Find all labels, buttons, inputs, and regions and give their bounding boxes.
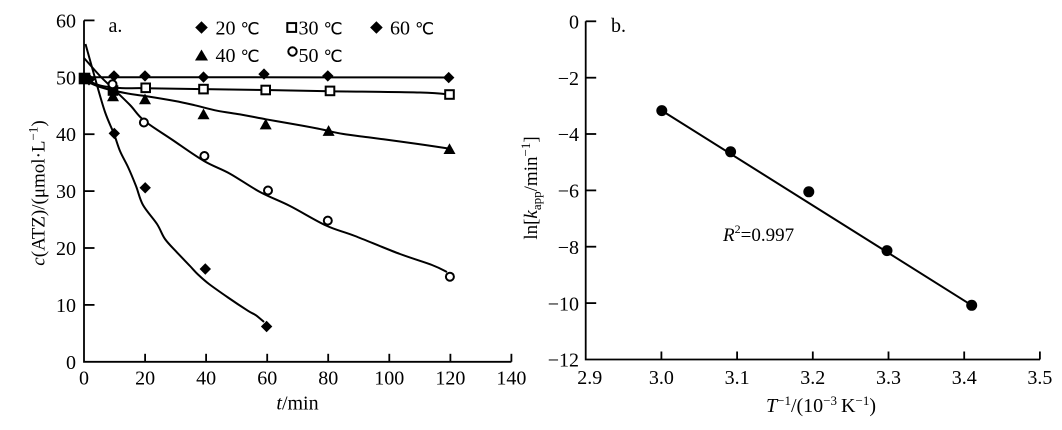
svg-text:3.0: 3.0 <box>649 367 674 389</box>
svg-text:40 ℃: 40 ℃ <box>216 45 260 67</box>
svg-text:30: 30 <box>56 181 76 203</box>
svg-text:80: 80 <box>318 368 338 390</box>
svg-text:30 ℃: 30 ℃ <box>299 17 343 39</box>
svg-text:−2: −2 <box>558 68 579 90</box>
svg-text:T−1/(10−3 K−1): T−1/(10−3 K−1) <box>766 393 876 417</box>
svg-text:0: 0 <box>569 12 579 34</box>
svg-text:40: 40 <box>196 368 216 390</box>
svg-text:2.9: 2.9 <box>577 367 602 389</box>
svg-text:40: 40 <box>56 124 76 146</box>
svg-text:b.: b. <box>611 15 626 37</box>
svg-text:3.4: 3.4 <box>952 367 977 389</box>
svg-text:50: 50 <box>56 67 76 89</box>
svg-text:−6: −6 <box>558 181 579 203</box>
svg-text:60: 60 <box>56 10 76 32</box>
svg-text:60: 60 <box>257 368 277 390</box>
svg-text:100: 100 <box>374 368 404 390</box>
svg-text:3.3: 3.3 <box>876 367 901 389</box>
svg-text:−4: −4 <box>558 124 579 146</box>
svg-text:0: 0 <box>66 352 76 374</box>
svg-text:R2=0.997: R2=0.997 <box>722 222 794 246</box>
svg-text:140: 140 <box>496 368 526 390</box>
svg-text:−10: −10 <box>548 293 579 315</box>
svg-text:20: 20 <box>135 368 155 390</box>
svg-text:c(ATZ)/(μmol·L−1): c(ATZ)/(μmol·L−1) <box>26 120 50 265</box>
svg-text:3.1: 3.1 <box>725 367 750 389</box>
svg-text:−8: −8 <box>558 237 579 259</box>
svg-text:3.5: 3.5 <box>1027 367 1052 389</box>
svg-text:20: 20 <box>56 238 76 260</box>
svg-text:120: 120 <box>435 368 465 390</box>
svg-text:60 ℃: 60 ℃ <box>390 17 434 39</box>
svg-text:20 ℃: 20 ℃ <box>216 17 260 39</box>
svg-text:−12: −12 <box>548 350 579 372</box>
svg-text:t/min: t/min <box>276 393 318 415</box>
svg-text:a.: a. <box>109 15 123 37</box>
svg-text:50 ℃: 50 ℃ <box>299 45 343 67</box>
svg-text:0: 0 <box>79 368 89 390</box>
svg-text:10: 10 <box>56 295 76 317</box>
svg-text:3.2: 3.2 <box>800 367 825 389</box>
